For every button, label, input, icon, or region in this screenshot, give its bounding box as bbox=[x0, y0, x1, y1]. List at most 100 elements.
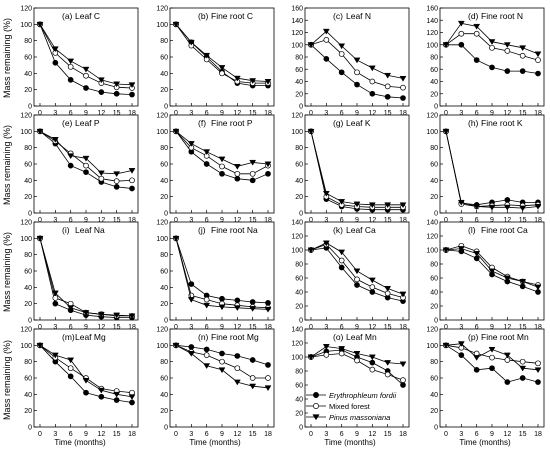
data-point-pinus bbox=[67, 153, 75, 160]
y-tick-label: 60 bbox=[24, 162, 32, 169]
x-tick-label: 12 bbox=[368, 431, 376, 438]
y-tick-label: 100 bbox=[20, 236, 32, 243]
y-tick-label: 0 bbox=[434, 318, 438, 325]
data-point-pinus bbox=[353, 201, 361, 208]
data-point-pinus bbox=[384, 72, 392, 79]
data-point-erythrophleum bbox=[400, 95, 406, 101]
data-point-erythrophleum bbox=[83, 169, 89, 176]
panel-letter: (f) bbox=[198, 118, 206, 128]
plot-frame bbox=[439, 328, 545, 428]
data-point-mixed-forest bbox=[354, 69, 360, 76]
x-tick-label: 15 bbox=[384, 431, 392, 438]
data-point-erythrophleum bbox=[83, 389, 89, 396]
y-tick-label: 60 bbox=[430, 276, 438, 283]
x-tick-label: 12 bbox=[97, 110, 105, 117]
data-point-pinus bbox=[203, 363, 211, 370]
data-point-erythrophleum bbox=[473, 57, 480, 63]
y-tick-label: 60 bbox=[295, 162, 303, 169]
data-point-mixed-forest bbox=[519, 358, 526, 365]
y-tick-label: 0 bbox=[299, 104, 303, 111]
data-point-mixed-forest bbox=[535, 360, 541, 367]
y-tick-label: 20 bbox=[160, 301, 168, 308]
data-point-pinus bbox=[82, 66, 90, 73]
x-tick-label: 12 bbox=[97, 431, 105, 438]
x-tick-label: 12 bbox=[97, 217, 105, 224]
data-point-erythrophleum bbox=[203, 346, 210, 353]
x-tick-label: 3 bbox=[53, 431, 57, 438]
panel-c: 0 20 40 60 80 100 120 140 160 0 3 6 9 12 15 18 (c) Leaf N bbox=[291, 6, 410, 117]
y-tick-label: 40 bbox=[430, 178, 438, 185]
data-point-pinus bbox=[203, 302, 211, 309]
panel-title: Leaf Ca bbox=[346, 225, 376, 235]
x-tick-label: 15 bbox=[519, 324, 527, 331]
x-tick-label: 9 bbox=[355, 431, 359, 438]
data-point-erythrophleum bbox=[354, 282, 360, 288]
data-point-pinus bbox=[384, 286, 392, 292]
y-tick-label: 100 bbox=[156, 236, 168, 243]
data-point-erythrophleum bbox=[338, 264, 345, 271]
open-circle-icon bbox=[313, 403, 319, 409]
y-tick-label: 80 bbox=[24, 145, 32, 152]
data-point-pinus bbox=[488, 39, 496, 45]
data-point-pinus bbox=[264, 306, 272, 313]
y-tick-label: 0 bbox=[299, 211, 303, 218]
data-point-pinus bbox=[473, 204, 481, 210]
data-point-pinus bbox=[203, 52, 211, 59]
x-tick-label: 3 bbox=[53, 110, 57, 117]
y-tick-label: 60 bbox=[295, 67, 303, 74]
data-point-pinus bbox=[218, 304, 226, 311]
x-tick-label: 15 bbox=[384, 217, 392, 224]
y-tick-label: 0 bbox=[28, 211, 32, 218]
y-tick-label: 20 bbox=[24, 87, 32, 94]
y-tick-label: 120 bbox=[156, 327, 168, 334]
data-point-mixed-forest bbox=[338, 257, 345, 264]
data-point-erythrophleum bbox=[188, 281, 195, 287]
x-tick-label: 18 bbox=[128, 217, 136, 224]
y-tick-label: 80 bbox=[24, 359, 32, 366]
y-tick-label: 20 bbox=[430, 194, 438, 201]
panel-letter: (l) bbox=[468, 225, 476, 235]
y-tick-label: 80 bbox=[430, 55, 438, 62]
plot-frame bbox=[33, 221, 139, 321]
y-tick-label: 40 bbox=[24, 392, 32, 399]
x-tick-label: 9 bbox=[490, 431, 494, 438]
data-point-erythrophleum bbox=[384, 93, 391, 100]
data-point-pinus bbox=[368, 277, 376, 284]
x-tick-label: 3 bbox=[189, 110, 193, 117]
legend-label: Mixed forest bbox=[329, 402, 371, 411]
data-point-mixed-forest bbox=[400, 84, 406, 91]
data-point-pinus bbox=[249, 306, 257, 312]
y-tick-label: 60 bbox=[295, 276, 303, 283]
y-tick-label: 120 bbox=[291, 341, 303, 348]
data-point-mixed-forest bbox=[323, 352, 330, 358]
data-point-pinus bbox=[353, 351, 361, 357]
panel-letter: (c) bbox=[333, 11, 343, 21]
data-point-erythrophleum bbox=[458, 352, 465, 358]
data-point-erythrophleum bbox=[249, 357, 256, 363]
x-tick-label: 9 bbox=[220, 217, 224, 224]
data-point-pinus bbox=[399, 202, 407, 209]
data-point-pinus bbox=[233, 305, 241, 312]
panel-title: Fine root K bbox=[481, 118, 523, 128]
data-point-mixed-forest bbox=[384, 371, 391, 378]
data-point-pinus bbox=[249, 159, 257, 166]
x-tick-label: 15 bbox=[249, 431, 257, 438]
data-point-erythrophleum bbox=[338, 69, 345, 76]
y-tick-label: 120 bbox=[291, 234, 303, 241]
y-tick-label: 0 bbox=[299, 318, 303, 325]
data-point-mixed-forest bbox=[369, 366, 376, 373]
data-point-pinus bbox=[264, 385, 272, 392]
y-tick-label: 80 bbox=[295, 369, 303, 376]
data-point-pinus bbox=[442, 247, 450, 254]
panel-title: Leaf K bbox=[346, 118, 371, 128]
y-tick-label: 20 bbox=[160, 87, 168, 94]
y-tick-label: 120 bbox=[20, 220, 32, 227]
y-tick-label: 100 bbox=[426, 129, 438, 136]
data-point-erythrophleum bbox=[458, 41, 465, 48]
data-point-pinus bbox=[36, 235, 44, 242]
y-tick-label: 20 bbox=[295, 91, 303, 98]
panel-title: Leaf Na bbox=[75, 225, 105, 235]
x-tick-label: 0 bbox=[309, 431, 313, 438]
